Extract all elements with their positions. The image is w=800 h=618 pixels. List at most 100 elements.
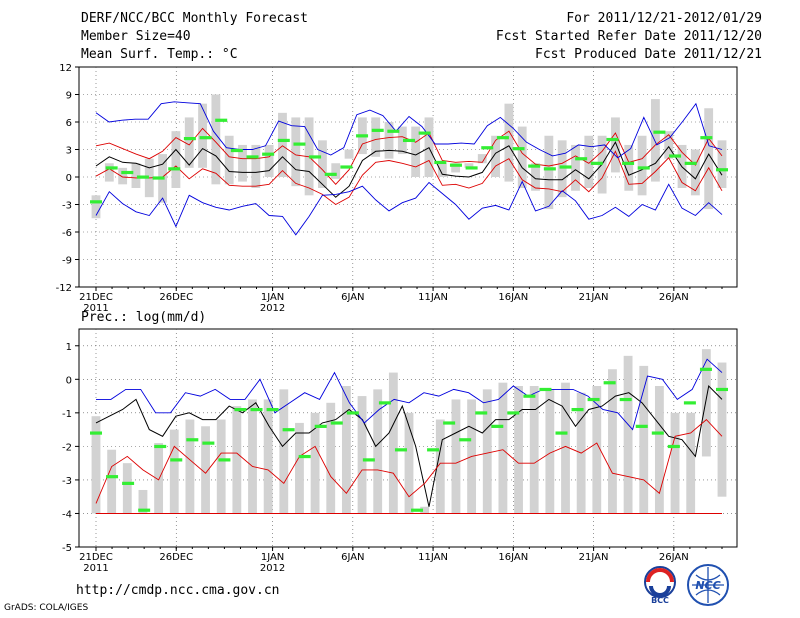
outer_lower-line bbox=[95, 180, 723, 236]
median-mark bbox=[418, 131, 431, 135]
spread-box bbox=[171, 131, 181, 188]
median-mark bbox=[394, 448, 407, 452]
spread-box bbox=[531, 163, 540, 191]
median-mark bbox=[262, 152, 275, 156]
median-mark bbox=[716, 168, 728, 172]
median-mark bbox=[651, 431, 664, 435]
spread-box bbox=[477, 154, 487, 164]
y-tick-label: -9 bbox=[62, 256, 72, 267]
y-tick-label: -12 bbox=[56, 283, 72, 294]
spread-box bbox=[650, 99, 660, 182]
spread-box bbox=[232, 406, 242, 514]
spread-box bbox=[291, 117, 301, 187]
spread-box bbox=[388, 372, 398, 514]
spread-box bbox=[263, 399, 273, 514]
median-mark bbox=[340, 165, 353, 169]
spread-box bbox=[224, 135, 234, 185]
median-mark bbox=[653, 130, 666, 134]
spread-box bbox=[341, 386, 351, 514]
median-mark bbox=[186, 438, 199, 442]
spread-box bbox=[545, 389, 555, 514]
median-mark bbox=[523, 394, 536, 398]
spread-box bbox=[185, 419, 195, 514]
spread-box bbox=[717, 140, 727, 188]
ncc-logo-text: NCC bbox=[695, 579, 720, 592]
median-mark bbox=[587, 397, 600, 402]
median-mark bbox=[606, 137, 619, 142]
x-tick-label: 21JAN bbox=[579, 552, 609, 563]
source-url[interactable]: http://cmdp.ncc.cma.gov.cn bbox=[76, 583, 280, 598]
spread-box bbox=[584, 135, 594, 188]
outer_upper-line bbox=[96, 358, 723, 431]
median-mark bbox=[183, 137, 196, 141]
y-tick-label: -2 bbox=[62, 442, 72, 453]
spread-box bbox=[514, 386, 523, 514]
median-mark bbox=[90, 200, 102, 204]
median-mark bbox=[152, 176, 165, 180]
spread-box bbox=[91, 195, 101, 219]
spread-box bbox=[664, 131, 674, 159]
median-mark bbox=[434, 160, 447, 165]
median-mark bbox=[459, 438, 472, 442]
median-mark bbox=[215, 118, 228, 122]
spread-box bbox=[154, 443, 164, 514]
spread-box bbox=[686, 412, 696, 514]
median-mark bbox=[635, 424, 648, 428]
x-tick-sublabel: 2011 bbox=[83, 303, 108, 314]
x-tick-sublabel: 2012 bbox=[260, 303, 285, 314]
spread-box bbox=[295, 422, 304, 514]
spread-box bbox=[91, 416, 101, 514]
x-tick-sublabel: 2012 bbox=[260, 563, 285, 574]
spread-box bbox=[278, 112, 287, 177]
mean-line bbox=[95, 384, 723, 507]
median-mark bbox=[378, 401, 391, 405]
spread-box bbox=[211, 94, 221, 185]
median-mark bbox=[683, 401, 696, 405]
median-mark bbox=[282, 428, 295, 432]
spread-box bbox=[216, 419, 226, 514]
mean-line bbox=[95, 141, 723, 198]
spread-box bbox=[118, 167, 128, 185]
y-tick-label: 6 bbox=[66, 118, 72, 129]
x-tick-label: 11JAN bbox=[418, 292, 448, 303]
median-mark bbox=[154, 444, 167, 449]
spread-box bbox=[344, 149, 354, 159]
grads-credit: GrADS: COLA/IGES bbox=[4, 603, 89, 613]
median-mark bbox=[106, 475, 119, 479]
median-mark bbox=[411, 508, 424, 512]
spread-box bbox=[411, 126, 421, 177]
spread-box bbox=[107, 449, 117, 514]
spread-box bbox=[238, 144, 247, 182]
x-tick-label: 6JAN bbox=[341, 552, 364, 563]
spread-box bbox=[571, 144, 580, 191]
median-mark bbox=[637, 166, 650, 170]
median-mark bbox=[309, 155, 322, 159]
spread-box bbox=[169, 429, 179, 514]
spread-box bbox=[529, 386, 539, 514]
median-mark bbox=[507, 411, 520, 415]
median-mark bbox=[230, 148, 243, 153]
median-mark bbox=[491, 424, 504, 428]
median-mark bbox=[234, 407, 247, 412]
median-mark bbox=[555, 431, 568, 435]
spread-box bbox=[504, 103, 514, 182]
spread-box bbox=[611, 117, 620, 173]
median-mark bbox=[716, 387, 728, 392]
median-mark bbox=[356, 134, 369, 138]
bcc-logo: BCC bbox=[644, 566, 676, 605]
median-mark bbox=[622, 161, 635, 165]
spread-box bbox=[251, 144, 261, 188]
variable-label: Mean Surf. Temp.: °C bbox=[81, 47, 238, 62]
spread-box bbox=[264, 144, 274, 177]
median-mark bbox=[121, 170, 134, 175]
x-tick-label: 26DEC bbox=[159, 292, 193, 303]
plot-frame bbox=[78, 328, 738, 548]
y-tick-label: 3 bbox=[66, 146, 72, 157]
x-tick-label: 11JAN bbox=[418, 552, 448, 563]
median-mark bbox=[443, 421, 456, 425]
median-mark bbox=[246, 155, 259, 159]
y-tick-label: -1 bbox=[62, 409, 72, 420]
spread-box bbox=[371, 117, 381, 157]
y-tick-label: 0 bbox=[66, 173, 72, 184]
